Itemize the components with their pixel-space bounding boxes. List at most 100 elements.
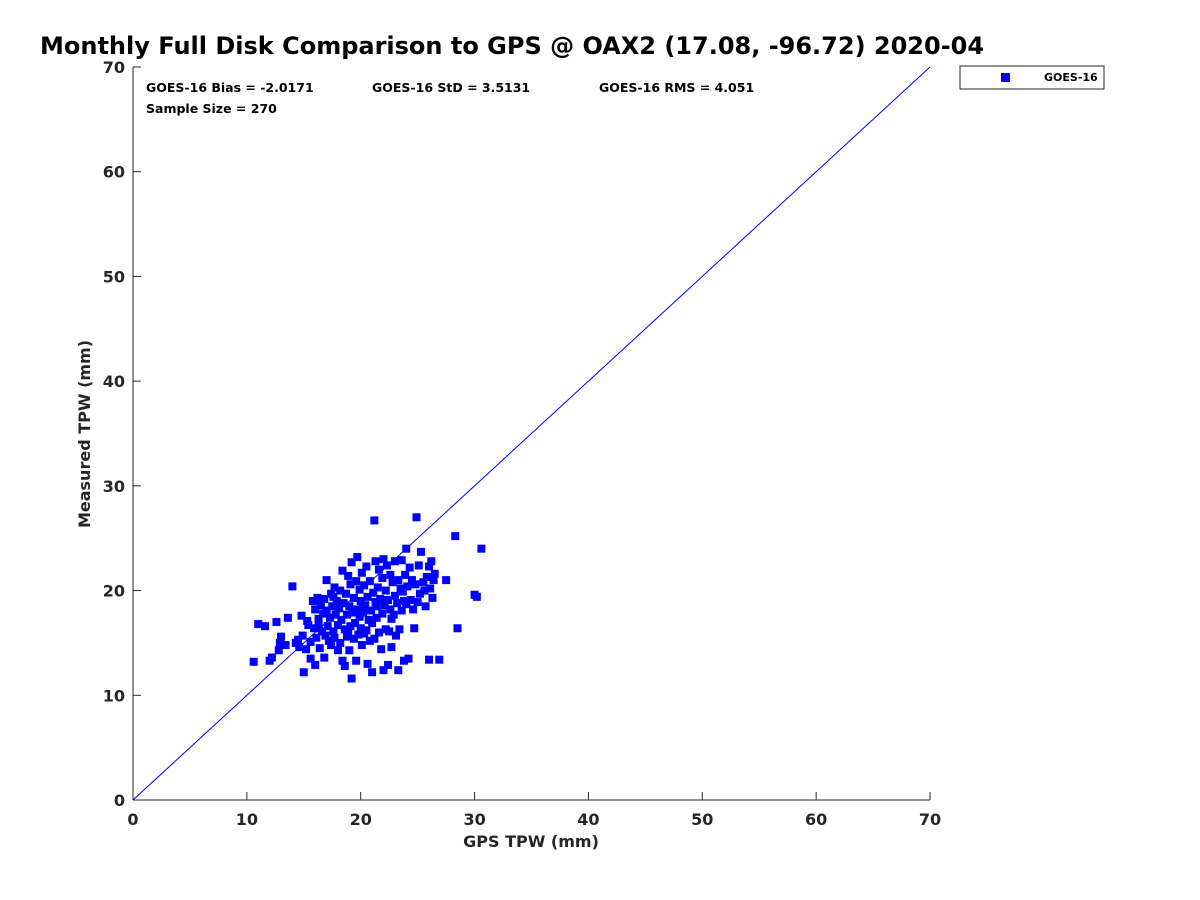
- data-point: [274, 646, 283, 655]
- data-point: [472, 592, 481, 601]
- data-point: [302, 645, 311, 654]
- data-point: [453, 624, 462, 633]
- data-point: [365, 636, 374, 645]
- legend-marker: [1001, 73, 1010, 82]
- data-point: [477, 544, 486, 553]
- data-point: [422, 572, 431, 581]
- data-point: [281, 641, 290, 650]
- rms-annotation: GOES-16 RMS = 4.051: [599, 80, 754, 95]
- data-point: [322, 576, 331, 585]
- data-point: [414, 561, 423, 570]
- data-point: [399, 656, 408, 665]
- data-point: [425, 562, 434, 571]
- chart-title: Monthly Full Disk Comparison to GPS @ OA…: [40, 32, 984, 60]
- data-point: [368, 619, 377, 628]
- data-point: [368, 668, 377, 677]
- data-point: [330, 583, 339, 592]
- data-point: [394, 666, 403, 675]
- data-point: [370, 634, 379, 643]
- data-point: [311, 605, 320, 614]
- data-point: [346, 580, 355, 589]
- data-point: [386, 570, 395, 579]
- data-point: [389, 610, 398, 619]
- data-point: [397, 606, 406, 615]
- y-tick-label: 40: [103, 372, 125, 391]
- data-point: [311, 660, 320, 669]
- data-point: [427, 557, 436, 566]
- data-point: [406, 595, 415, 604]
- data-point: [430, 569, 439, 578]
- y-axis-label: Measured TPW (mm): [75, 340, 94, 528]
- data-point: [267, 653, 276, 662]
- data-point: [261, 622, 270, 631]
- legend-box: [959, 65, 1105, 90]
- data-point: [352, 577, 361, 586]
- y-tick-label: 60: [103, 163, 125, 182]
- x-tick-label: 30: [463, 810, 485, 829]
- data-point: [331, 610, 340, 619]
- data-point: [451, 532, 460, 541]
- data-point: [362, 562, 371, 571]
- data-point: [384, 595, 393, 604]
- data-point: [320, 653, 329, 662]
- data-point: [328, 602, 337, 611]
- data-point: [397, 556, 406, 565]
- data-point: [372, 613, 381, 622]
- data-point: [381, 586, 390, 595]
- data-point: [420, 586, 429, 595]
- data-point: [308, 597, 317, 606]
- data-point: [254, 620, 263, 629]
- legend: GOES-16: [959, 65, 1105, 90]
- data-point: [336, 586, 345, 595]
- data-points: [249, 513, 486, 683]
- data-point: [402, 544, 411, 553]
- data-point: [417, 547, 426, 556]
- data-point: [288, 582, 297, 591]
- data-point: [327, 641, 336, 650]
- data-point: [390, 557, 399, 566]
- data-point: [413, 598, 422, 607]
- data-point: [299, 668, 308, 677]
- data-point: [435, 655, 444, 664]
- data-point: [312, 633, 321, 642]
- data-point: [349, 634, 358, 643]
- data-point: [378, 609, 387, 618]
- data-point: [329, 592, 338, 601]
- data-point: [356, 597, 365, 606]
- y-tick-label: 50: [103, 267, 125, 286]
- data-point: [352, 656, 361, 665]
- data-point: [362, 626, 371, 635]
- one-to-one-line: [132, 66, 931, 801]
- data-point: [333, 646, 342, 655]
- data-point: [363, 659, 372, 668]
- data-point: [355, 585, 364, 594]
- axis-ticks: 0 10 20 30 40 50 60 70 0 10 20 30 40 50 60 70: [103, 58, 941, 829]
- data-point: [249, 657, 258, 666]
- data-point: [380, 601, 389, 610]
- data-point: [401, 570, 410, 579]
- data-point: [357, 568, 366, 577]
- data-point: [306, 654, 315, 663]
- y-tick-label: 70: [103, 58, 125, 77]
- data-point: [337, 615, 346, 624]
- x-tick-label: 40: [577, 810, 599, 829]
- data-point: [316, 601, 325, 610]
- data-point: [345, 602, 354, 611]
- data-point: [306, 637, 315, 646]
- data-point: [386, 605, 395, 614]
- data-point: [409, 605, 418, 614]
- data-point: [385, 627, 394, 636]
- data-point: [415, 589, 424, 598]
- data-point: [335, 604, 344, 613]
- data-point: [371, 598, 380, 607]
- data-point: [333, 621, 342, 630]
- data-point: [412, 513, 421, 522]
- data-point: [353, 553, 362, 562]
- data-point: [394, 576, 403, 585]
- data-point: [330, 633, 339, 642]
- data-point: [322, 606, 331, 615]
- data-point: [403, 582, 412, 591]
- x-tick-label: 20: [350, 810, 372, 829]
- data-point: [338, 656, 347, 665]
- data-point: [405, 563, 414, 572]
